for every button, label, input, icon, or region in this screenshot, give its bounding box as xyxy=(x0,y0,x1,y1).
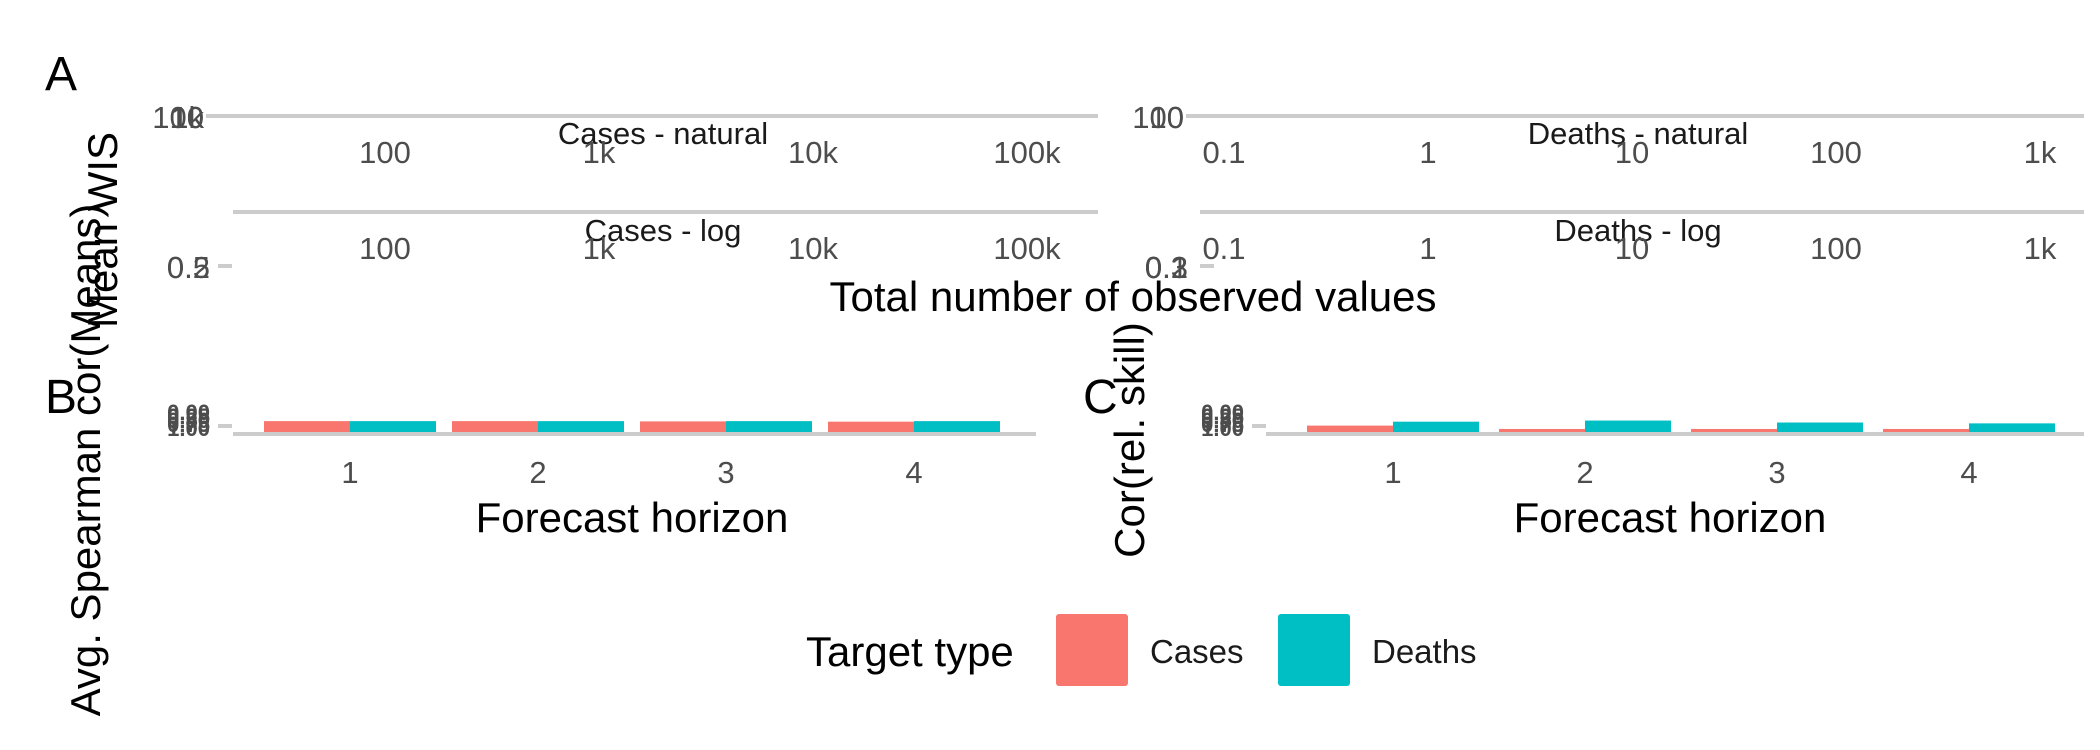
legend-label-cases: Cases xyxy=(1150,633,1244,670)
y-tick-label: 0.50 xyxy=(167,408,210,433)
x-tick-label: 4 xyxy=(1960,455,1977,490)
x-tick-label: 1 xyxy=(1419,135,1436,170)
panel-c-x-axis-title: Forecast horizon xyxy=(1514,494,1827,541)
panel-tag-a: A xyxy=(45,48,77,101)
legend-label-deaths: Deaths xyxy=(1372,633,1477,670)
panel-tag-c: C xyxy=(1083,371,1118,424)
y-tick-label: 0.25 xyxy=(1201,404,1244,429)
bar-cases-h3 xyxy=(640,421,726,434)
x-tick-label: 10 xyxy=(1615,135,1649,170)
x-tick-label: 10k xyxy=(788,231,838,266)
y-tick-label: 0.2 xyxy=(167,250,210,285)
x-tick-label: 2 xyxy=(1576,455,1593,490)
bar-cases-h2 xyxy=(452,421,538,434)
x-tick-label: 2 xyxy=(529,455,546,490)
panel-c-y-axis-title: Cor(rel. skill) xyxy=(1106,322,1153,558)
strip-deaths-natural: Deaths - natural xyxy=(1528,116,1749,151)
bar-cases-h1 xyxy=(264,421,350,434)
x-tick-label: 1 xyxy=(1419,231,1436,266)
y-tick-label: 0.75 xyxy=(167,412,210,437)
legend-swatch-deaths xyxy=(1278,614,1350,686)
bar-deaths-h4 xyxy=(914,421,1000,434)
bar-cases-h3 xyxy=(1691,428,1777,434)
bar-deaths-h2 xyxy=(538,421,624,434)
x-tick-label: 100 xyxy=(1810,135,1862,170)
x-tick-label: 100k xyxy=(993,231,1061,266)
x-tick-label: 100 xyxy=(359,231,411,266)
bar-deaths-h1 xyxy=(350,421,436,434)
panel-c-bars xyxy=(1307,420,2055,434)
panel-c: 0.000.250.500.751.00 1 2 3 4 Forecast horiz… xyxy=(1201,400,2084,541)
y-tick-label: 0.5 xyxy=(167,250,210,285)
bar-cases-h1 xyxy=(1307,425,1393,434)
x-tick-label: 1k xyxy=(2024,231,2057,266)
bar-deaths-h3 xyxy=(726,421,812,434)
panel-b-y-axis-title: Avg. Spearman cor(Means) xyxy=(62,204,109,717)
panel-a: Cases - natural Deaths - natural Cases -… xyxy=(152,100,2084,320)
panel-c-x-ticks: 1 2 3 4 xyxy=(1384,455,1977,490)
x-tick-label: 3 xyxy=(1768,455,1785,490)
panel-b-bars xyxy=(264,421,1000,434)
y-tick-label: 0.2 xyxy=(1145,250,1188,285)
panel-b-x-ticks: 1 2 3 4 xyxy=(341,455,922,490)
x-tick-label: 0.1 xyxy=(1202,231,1245,266)
legend-swatch-cases xyxy=(1056,614,1128,686)
panel-a-y-axis-title: Mean WIS xyxy=(79,132,126,328)
panel-b-x-axis-title: Forecast horizon xyxy=(476,494,789,541)
panel-a-x-ticks: 100 1k 10k 100k 0.1 1 10 100 1k 100 1k 10k 100k 0.1 1 1… xyxy=(359,135,2057,266)
x-tick-label: 1k xyxy=(583,135,616,170)
x-tick-label: 1 xyxy=(341,455,358,490)
bar-deaths-h2 xyxy=(1585,420,1671,434)
panel-c-y-ticks: 0.000.250.500.751.00 xyxy=(1201,400,1244,441)
y-tick-label: 0.1 xyxy=(1145,250,1188,285)
y-tick-label: 1.00 xyxy=(167,416,210,441)
y-tick-label: 1k xyxy=(171,100,204,135)
y-tick-label: 100 xyxy=(1132,100,1184,135)
bar-deaths-h1 xyxy=(1393,421,1479,434)
x-tick-label: 4 xyxy=(905,455,922,490)
strip-cases-log: Cases - log xyxy=(585,213,742,248)
y-tick-label: 10 xyxy=(170,100,204,135)
bar-cases-h4 xyxy=(1883,428,1969,434)
bar-cases-h4 xyxy=(828,421,914,434)
y-tick-label: 0.25 xyxy=(167,404,210,429)
x-tick-label: 1 xyxy=(1384,455,1401,490)
x-tick-label: 100 xyxy=(359,135,411,170)
legend: Target type Cases Deaths xyxy=(806,614,1477,686)
x-tick-label: 1k xyxy=(2024,135,2057,170)
x-tick-label: 100k xyxy=(993,135,1061,170)
bar-deaths-h3 xyxy=(1777,422,1863,434)
y-tick-label: 10 xyxy=(1150,100,1184,135)
bar-deaths-h4 xyxy=(1969,423,2055,434)
panel-b: 0.000.250.500.751.00 1 2 3 4 Forecast horiz… xyxy=(167,400,1036,541)
panel-a-x-axis-title: Total number of observed values xyxy=(829,273,1436,320)
y-tick-label: 0.3 xyxy=(1145,250,1188,285)
bar-cases-h2 xyxy=(1499,428,1585,434)
strip-cases-natural: Cases - natural xyxy=(558,116,768,151)
x-tick-label: 1k xyxy=(583,231,616,266)
y-tick-label: 0.00 xyxy=(167,400,210,425)
x-tick-label: 10k xyxy=(788,135,838,170)
panel-b-y-ticks: 0.000.250.500.751.00 xyxy=(167,400,210,441)
x-tick-label: 100 xyxy=(1810,231,1862,266)
x-tick-label: 3 xyxy=(717,455,734,490)
strip-deaths-log: Deaths - log xyxy=(1554,213,1721,248)
y-tick-label: 1.00 xyxy=(1201,416,1244,441)
y-tick-label: 0.00 xyxy=(1201,400,1244,425)
y-tick-label: 0.50 xyxy=(1201,408,1244,433)
x-tick-label: 10 xyxy=(1615,231,1649,266)
y-tick-label: 100 xyxy=(152,100,204,135)
legend-title: Target type xyxy=(806,628,1014,675)
y-tick-label: 0.75 xyxy=(1201,412,1244,437)
panel-tag-b: B xyxy=(45,371,77,424)
x-tick-label: 0.1 xyxy=(1202,135,1245,170)
